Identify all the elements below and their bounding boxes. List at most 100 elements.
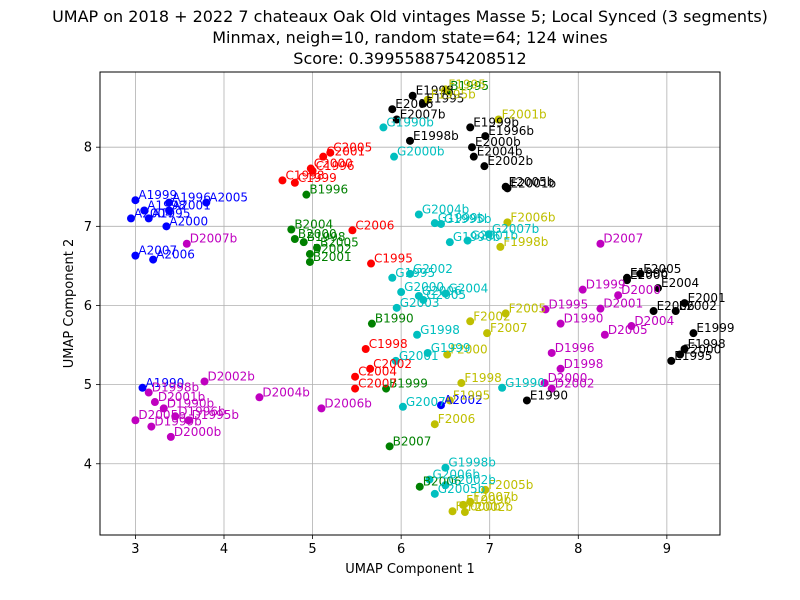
- data-point-f2007: [483, 329, 492, 338]
- point-label-a1995: A1995: [152, 206, 191, 220]
- data-point-e2001: [680, 299, 689, 308]
- data-point-f2007b: [466, 497, 475, 506]
- data-point-g2002b: [441, 481, 450, 490]
- point-label-e2000: E2000: [683, 343, 721, 357]
- point-label-g1999b: G1999b: [438, 211, 485, 225]
- point-label-f1995: F1995: [448, 77, 485, 91]
- point-label-e2001: E2001: [688, 291, 726, 305]
- data-point-d2007: [596, 239, 605, 248]
- data-point-f1999b: [459, 500, 468, 509]
- data-point-e2000b: [468, 143, 476, 152]
- data-point-e2002b: [480, 162, 489, 171]
- data-point-e1998: [408, 91, 417, 100]
- point-label-g2001b: G2001b: [471, 229, 518, 243]
- data-point-e1996b: [481, 132, 490, 141]
- point-label-d2007b: D2007b: [190, 232, 237, 246]
- point-label-e1998: E1998: [688, 337, 726, 351]
- data-point-g1996b: [445, 238, 454, 247]
- point-label-g1990b: G1990b: [386, 115, 433, 129]
- point-label-g2004: G2004: [448, 282, 488, 296]
- data-point-d2006b: [317, 404, 326, 413]
- point-label-b2004: B2004: [294, 217, 333, 231]
- data-point-e1998b: [406, 136, 414, 145]
- point-label-d2005: D2005: [608, 323, 648, 337]
- point-label-g1996b: G1996b: [453, 230, 500, 244]
- data-point-a1999: [131, 196, 140, 205]
- data-point-g2005: [419, 295, 428, 304]
- point-label-f2007: F2007: [490, 321, 527, 335]
- point-label-f1998b: F1998b: [503, 235, 548, 249]
- data-point-e2004: [654, 284, 662, 293]
- point-label-g2006b: G2006b: [432, 468, 479, 482]
- point-label-g1995: G1995: [395, 266, 435, 280]
- data-point-b1999: [382, 384, 391, 393]
- data-point-d2001: [596, 304, 605, 313]
- data-point-c2006: [348, 226, 357, 235]
- point-label-b2001: B2001: [313, 250, 352, 264]
- axis-ticks: 3 4 5 6 7 8 9 4 5 6 7 8: [84, 141, 671, 557]
- data-point-f1998b: [496, 242, 505, 251]
- data-point-f2006b: [503, 218, 512, 227]
- data-point-d2004: [627, 322, 636, 331]
- data-point-c1999: [290, 178, 299, 187]
- point-label-f1998: F1998: [464, 371, 501, 385]
- data-point-d1990b: [159, 404, 168, 413]
- data-point-g2001: [391, 356, 400, 365]
- point-label-e1999: E1999: [696, 321, 734, 335]
- point-label-d1990: D1990: [564, 312, 604, 326]
- point-label-b2006: B2006: [423, 475, 462, 489]
- data-point-b1996: [302, 190, 311, 199]
- title-line-1: UMAP on 2018 + 2022 7 chateaux Oak Old v…: [52, 7, 768, 26]
- data-point-e2005: [636, 269, 645, 278]
- point-label-g2000: G2000: [404, 280, 444, 294]
- point-label-e2000b: E2000b: [475, 135, 521, 149]
- point-label-g1998: G1998: [420, 323, 460, 337]
- data-point-c2005: [326, 148, 335, 157]
- point-label-e2006: E2006: [657, 299, 695, 313]
- data-point-d1999b: [147, 422, 156, 431]
- point-label-c1995: C1995: [374, 252, 413, 266]
- x-tick-label: 7: [486, 542, 494, 557]
- point-label-g2001: G2001: [399, 349, 439, 363]
- data-point-g2004b: [414, 210, 423, 219]
- point-label-b2000: B2000: [298, 227, 337, 241]
- data-point-g1990b: [379, 123, 388, 132]
- point-label-e2004: E2004: [661, 276, 699, 290]
- data-point-g1999b: [430, 219, 439, 228]
- data-point-g2000b: [390, 152, 399, 161]
- point-label-a1998: A1998: [147, 199, 186, 213]
- data-point-f2002b: [460, 508, 469, 517]
- point-label-g2007b: G2007b: [492, 222, 539, 236]
- point-label-g2005: G2005: [426, 288, 466, 302]
- data-point-e2000: [623, 276, 631, 285]
- point-label-a2005: A2005: [209, 191, 248, 205]
- data-point-e1990: [522, 396, 531, 405]
- data-point-d2005: [600, 330, 609, 339]
- point-label-b1990: B1990: [375, 312, 414, 326]
- data-point-c2007: [351, 384, 360, 393]
- data-point-g2007b: [484, 230, 493, 239]
- data-point-f2000: [443, 350, 452, 359]
- x-tick-label: 8: [574, 542, 582, 557]
- data-point-c1998: [361, 345, 370, 354]
- title-line-3: Score: 0.3995588754208512: [293, 49, 526, 68]
- point-label-c2002: C2002: [373, 357, 412, 371]
- data-point-d1990: [556, 319, 565, 328]
- point-label-d2001b: D2001b: [158, 390, 205, 404]
- point-label-g1998b: G1998b: [448, 456, 495, 470]
- point-label-g2005b: G2005b: [438, 482, 485, 496]
- x-tick-label: 6: [397, 542, 405, 557]
- data-point-g1998b: [441, 463, 450, 472]
- point-label-g2003: G2003: [400, 296, 440, 310]
- data-point-f2005b: [481, 485, 490, 494]
- data-point-f1995b: [423, 95, 432, 104]
- point-label-e1996: E1996: [630, 266, 668, 280]
- point-label-d1990b: D1990b: [167, 396, 214, 410]
- point-label-g2007: G2007: [406, 395, 446, 409]
- data-point-e1995: [667, 356, 676, 365]
- data-point-a2006: [149, 255, 158, 264]
- point-label-a1999: A1999: [138, 188, 177, 202]
- data-point-b2000: [290, 234, 299, 243]
- data-point-d1995b: [184, 416, 193, 425]
- point-label-a2001: A2001: [172, 199, 211, 213]
